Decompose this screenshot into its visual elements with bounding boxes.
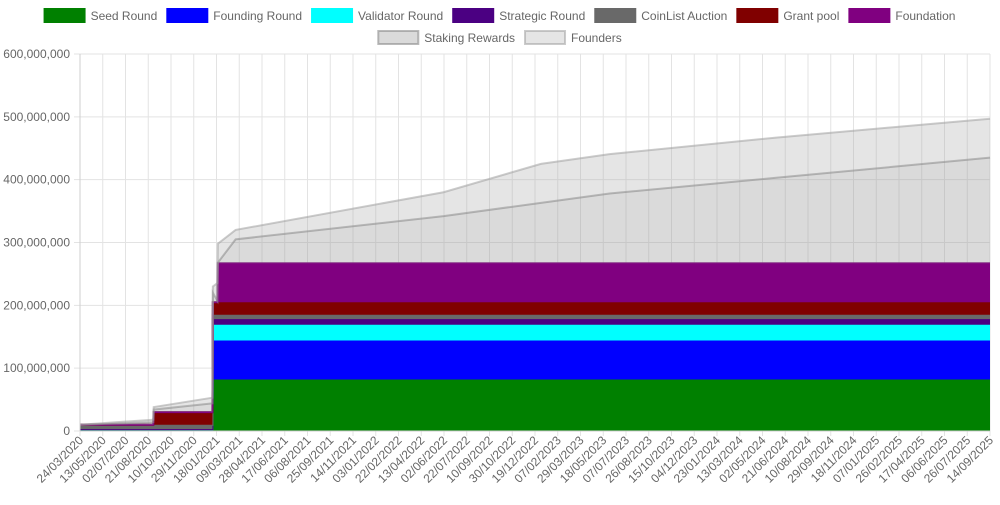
series-area bbox=[80, 379, 990, 431]
legend-swatch bbox=[524, 30, 567, 45]
y-tick-label: 200,000,000 bbox=[3, 298, 70, 312]
legend-label: Founding Round bbox=[213, 9, 302, 23]
series-area bbox=[80, 263, 990, 425]
legend-label: Founders bbox=[571, 31, 622, 45]
y-tick-label: 100,000,000 bbox=[3, 361, 70, 375]
y-tick-label: 500,000,000 bbox=[3, 110, 70, 124]
legend-swatch bbox=[736, 8, 779, 23]
legend-label: Grant pool bbox=[783, 9, 839, 23]
series-area bbox=[80, 324, 990, 430]
legend-item: Strategic Round bbox=[452, 8, 585, 23]
area-series bbox=[79, 117, 991, 431]
legend-label: Seed Round bbox=[91, 9, 158, 23]
legend-swatch bbox=[377, 30, 420, 45]
legend-item: CoinList Auction bbox=[594, 8, 727, 23]
y-tick-label: 300,000,000 bbox=[3, 236, 70, 250]
series-area bbox=[80, 118, 990, 425]
legend-swatch bbox=[43, 8, 86, 23]
y-tick-label: 400,000,000 bbox=[3, 173, 70, 187]
legend-label: Validator Round bbox=[358, 9, 443, 23]
legend-label: Strategic Round bbox=[499, 9, 585, 23]
y-tick-label: 0 bbox=[63, 424, 70, 438]
legend-label: CoinList Auction bbox=[641, 9, 727, 23]
legend-item: Foundation bbox=[848, 8, 955, 23]
legend-swatch bbox=[166, 8, 209, 23]
series-area bbox=[80, 157, 990, 425]
legend-item: Seed Round bbox=[43, 8, 158, 23]
legend-item: Founders bbox=[524, 30, 622, 45]
legend-swatch bbox=[452, 8, 495, 23]
series-line bbox=[79, 117, 991, 426]
y-tick-label: 600,000,000 bbox=[3, 47, 70, 61]
legend-item: Grant pool bbox=[736, 8, 839, 23]
legend-label: Foundation bbox=[895, 9, 955, 23]
legend: Seed Round Founding Round Validator Round S… bbox=[43, 8, 955, 45]
legend-swatch bbox=[848, 8, 891, 23]
legend-item: Staking Rewards bbox=[377, 30, 515, 45]
series-area bbox=[80, 340, 990, 430]
legend-item: Founding Round bbox=[166, 8, 302, 23]
legend-label: Staking Rewards bbox=[424, 31, 515, 45]
legend-swatch bbox=[311, 8, 354, 23]
legend-swatch bbox=[594, 8, 637, 23]
legend-item: Validator Round bbox=[311, 8, 443, 23]
